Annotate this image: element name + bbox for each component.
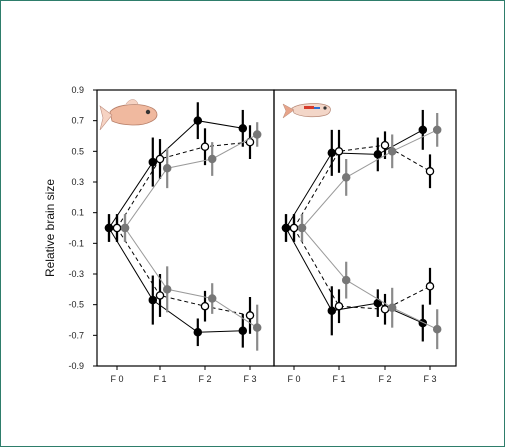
- data-point: [432, 324, 442, 334]
- guppy-tail: [99, 105, 113, 131]
- data-point: [380, 305, 390, 314]
- data-point: [238, 326, 248, 335]
- data-point: [327, 148, 337, 158]
- x-tick-label: F 1: [332, 374, 345, 384]
- data-point: [245, 311, 255, 320]
- series-line: [293, 144, 431, 229]
- data-point: [148, 295, 158, 305]
- data-point: [207, 294, 217, 303]
- y-tick-label: -0.7: [68, 330, 84, 340]
- panel-2: [281, 103, 442, 350]
- data-point: [238, 124, 248, 133]
- y-axis-label: Relative brain size: [43, 179, 57, 277]
- y-tick-label: -0.5: [68, 300, 84, 310]
- data-point: [193, 116, 203, 125]
- guppy-male-icon: [282, 103, 331, 119]
- x-tick-label: F 2: [378, 374, 391, 384]
- series-filled_black: [104, 214, 248, 348]
- data-point: [380, 140, 390, 150]
- data-point: [162, 285, 172, 294]
- series-open: [289, 214, 435, 325]
- series-gray: [120, 122, 262, 242]
- series-gray: [297, 214, 442, 350]
- data-point: [373, 150, 383, 159]
- data-point: [425, 167, 435, 176]
- y-tick-label: 0.3: [71, 177, 84, 187]
- guppy-body: [109, 104, 158, 126]
- y-tick-label: 0.1: [71, 208, 84, 218]
- x-tick-label: F 0: [110, 374, 123, 384]
- panel-frame-2: [273, 89, 457, 367]
- data-point: [418, 125, 428, 135]
- data-point: [207, 154, 217, 164]
- data-point: [327, 306, 337, 316]
- series-line: [301, 227, 438, 330]
- guppy-blue-spot: [314, 107, 320, 109]
- data-point: [162, 163, 172, 173]
- data-point: [281, 223, 291, 233]
- series-line: [285, 129, 424, 229]
- data-point: [289, 223, 299, 233]
- guppy-red-spot: [304, 106, 314, 109]
- series-open: [112, 125, 255, 242]
- guppy-tail: [282, 103, 295, 119]
- y-ticks: 0.9 0.7 0.5 0.3 0.1 -0.1 -0.3 -0.5 -0.7 -0.9: [68, 85, 97, 371]
- series-line: [293, 227, 431, 310]
- guppy-eye: [145, 109, 151, 115]
- data-point: [148, 157, 158, 167]
- data-point: [252, 130, 262, 139]
- series-line: [285, 227, 424, 324]
- series-line: [124, 227, 258, 329]
- data-point: [200, 301, 210, 311]
- series-line: [108, 120, 243, 229]
- guppy-eye: [323, 106, 327, 110]
- data-point: [387, 147, 397, 156]
- series-line: [116, 141, 251, 229]
- series-filled_black: [281, 214, 428, 342]
- y-tick-label: -0.9: [68, 361, 84, 371]
- series-filled_black: [281, 109, 428, 242]
- guppy-body: [291, 103, 331, 118]
- x-tick-label: F 1: [153, 374, 166, 384]
- y-tick-label: -0.1: [68, 238, 84, 248]
- data-point: [112, 223, 122, 233]
- series-line: [301, 129, 438, 229]
- data-point: [252, 323, 262, 332]
- series-gray: [120, 214, 262, 351]
- data-point: [297, 223, 307, 233]
- x-tick-label: F 3: [243, 374, 256, 384]
- data-point: [155, 291, 165, 300]
- data-point: [341, 275, 351, 285]
- series-open: [112, 214, 255, 334]
- panel-1: [99, 99, 262, 351]
- series-line: [108, 227, 243, 333]
- x-ticks: F 0 F 1 F 2 F 3 F 0 F 1 F 2 F 3: [110, 366, 437, 384]
- data-point: [341, 173, 351, 182]
- guppy-fin: [125, 99, 139, 105]
- series-line: [124, 134, 258, 229]
- data-point: [432, 125, 442, 135]
- data-point: [155, 154, 165, 164]
- x-tick-label: F 0: [287, 374, 300, 384]
- series-line: [116, 227, 251, 316]
- data-point: [334, 147, 344, 156]
- guppy-female-icon: [99, 99, 158, 131]
- data-point: [104, 223, 114, 233]
- x-tick-label: F 3: [423, 374, 436, 384]
- data-point: [193, 328, 203, 337]
- panels: [99, 99, 442, 351]
- y-tick-label: -0.3: [68, 269, 84, 279]
- x-tick-label: F 2: [198, 374, 211, 384]
- data-point: [387, 303, 397, 312]
- data-point: [425, 282, 435, 291]
- data-point: [334, 301, 344, 311]
- y-tick-label: 0.5: [71, 146, 84, 156]
- panel-frames: [96, 89, 457, 367]
- y-tick-label: 0.7: [71, 116, 84, 126]
- data-point: [120, 223, 130, 233]
- y-tick-label: 0.9: [71, 85, 84, 95]
- data-point: [200, 142, 210, 151]
